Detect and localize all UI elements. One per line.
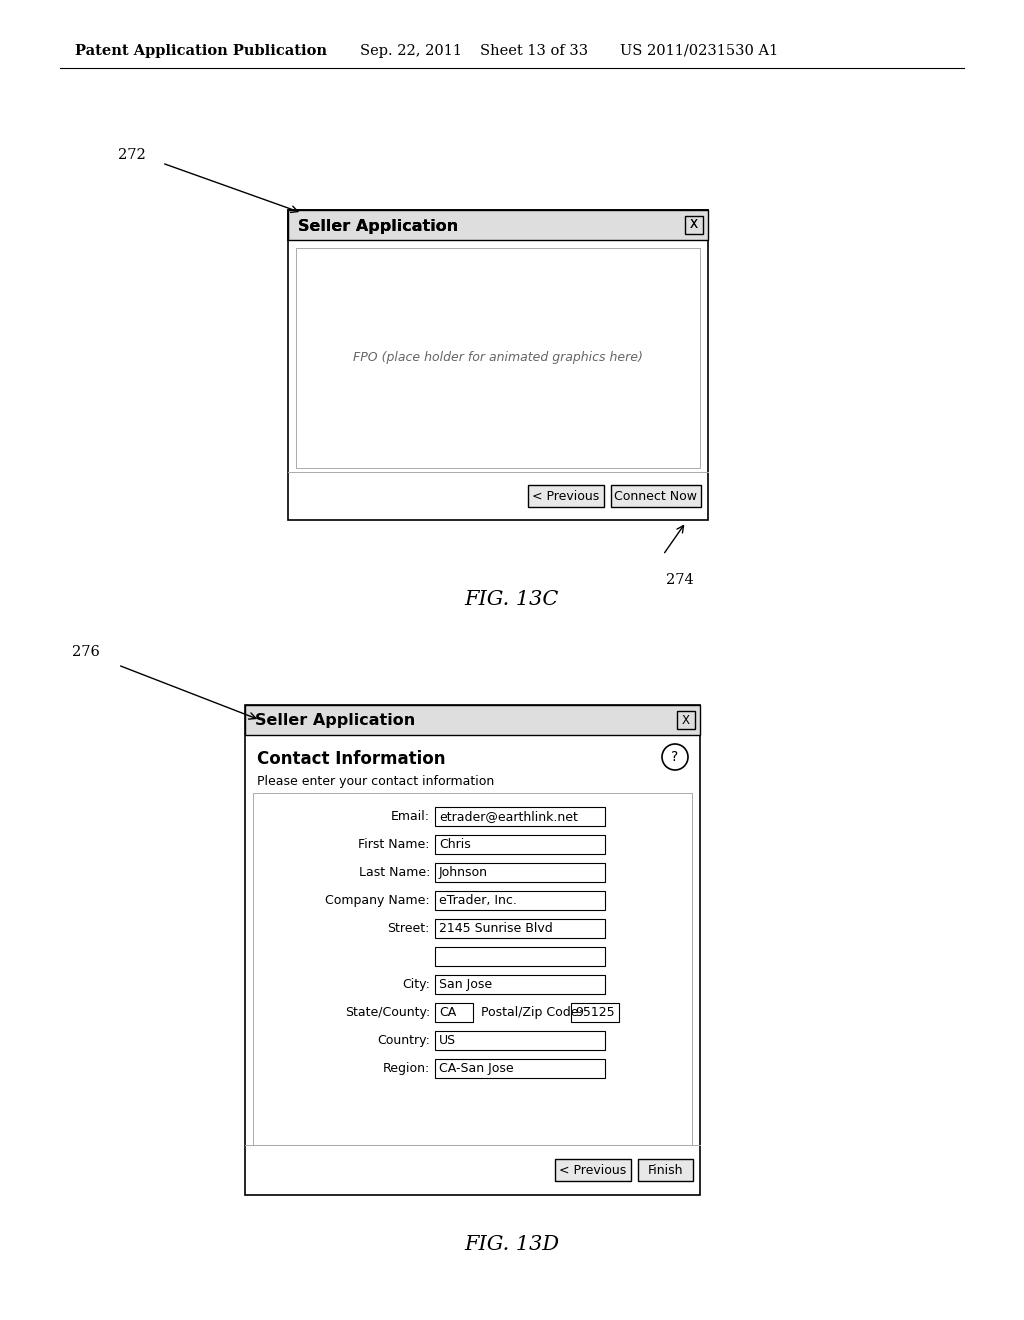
Bar: [435, 1003, 473, 1022]
Text: Seller Application: Seller Application: [298, 219, 459, 234]
Bar: [435, 891, 605, 909]
Text: Johnson: Johnson: [439, 866, 488, 879]
Bar: [288, 210, 708, 240]
Bar: [685, 216, 703, 234]
Text: Seller Application: Seller Application: [298, 219, 459, 234]
Bar: [638, 1159, 693, 1181]
Text: ?: ?: [672, 750, 679, 764]
Text: < Previous: < Previous: [559, 1163, 627, 1176]
Bar: [435, 919, 605, 939]
Text: State/County:: State/County:: [345, 1006, 430, 1019]
Text: 2145 Sunrise Blvd: 2145 Sunrise Blvd: [439, 921, 553, 935]
Text: FIG. 13D: FIG. 13D: [465, 1236, 559, 1254]
Bar: [555, 1159, 631, 1181]
Text: 274: 274: [666, 573, 693, 587]
Text: Patent Application Publication: Patent Application Publication: [75, 44, 327, 58]
Text: FPO (place holder for animated graphics here): FPO (place holder for animated graphics …: [353, 351, 643, 364]
Text: Sep. 22, 2011: Sep. 22, 2011: [360, 44, 462, 58]
Text: Chris: Chris: [439, 838, 471, 851]
Bar: [288, 210, 708, 240]
Text: Company Name:: Company Name:: [326, 894, 430, 907]
Text: etrader@earthlink.net: etrader@earthlink.net: [439, 810, 578, 822]
Bar: [245, 705, 700, 1195]
Text: < Previous: < Previous: [532, 490, 600, 503]
Text: Sheet 13 of 33: Sheet 13 of 33: [480, 44, 588, 58]
Bar: [288, 210, 708, 240]
Bar: [253, 793, 692, 1144]
Text: eTrader, Inc.: eTrader, Inc.: [439, 894, 517, 907]
Text: 95125: 95125: [575, 1006, 614, 1019]
Text: City:: City:: [402, 978, 430, 991]
Text: CA-San Jose: CA-San Jose: [439, 1063, 514, 1074]
Text: First Name:: First Name:: [358, 838, 430, 851]
Text: 276: 276: [72, 645, 100, 659]
Bar: [685, 216, 703, 234]
Bar: [571, 1003, 618, 1022]
Bar: [435, 807, 605, 826]
Text: Contact Information: Contact Information: [257, 750, 445, 768]
Bar: [435, 946, 605, 966]
Text: Finish: Finish: [648, 1163, 683, 1176]
Bar: [435, 975, 605, 994]
Text: Seller Application: Seller Application: [255, 714, 416, 729]
Bar: [435, 1059, 605, 1078]
Bar: [296, 248, 700, 469]
Bar: [435, 1031, 605, 1049]
Text: X: X: [690, 219, 698, 231]
Text: San Jose: San Jose: [439, 978, 493, 991]
Text: US: US: [439, 1034, 456, 1047]
Bar: [245, 705, 700, 735]
Bar: [435, 836, 605, 854]
Text: Region:: Region:: [383, 1063, 430, 1074]
Bar: [677, 711, 695, 729]
Text: Street:: Street:: [388, 921, 430, 935]
Text: Postal/Zip Code:: Postal/Zip Code:: [481, 1006, 583, 1019]
Text: US 2011/0231530 A1: US 2011/0231530 A1: [620, 44, 778, 58]
Bar: [288, 210, 708, 520]
Text: 272: 272: [118, 148, 145, 162]
Bar: [245, 705, 700, 735]
Bar: [611, 484, 701, 507]
Text: Last Name:: Last Name:: [358, 866, 430, 879]
Text: Email:: Email:: [391, 810, 430, 822]
Text: FIG. 13C: FIG. 13C: [465, 590, 559, 609]
Text: X: X: [682, 714, 690, 726]
Bar: [528, 484, 604, 507]
Text: CA: CA: [439, 1006, 457, 1019]
Text: X: X: [690, 219, 698, 231]
Text: Please enter your contact information: Please enter your contact information: [257, 775, 495, 788]
Bar: [435, 863, 605, 882]
Bar: [288, 210, 708, 240]
Text: Country:: Country:: [377, 1034, 430, 1047]
Text: Connect Now: Connect Now: [614, 490, 697, 503]
